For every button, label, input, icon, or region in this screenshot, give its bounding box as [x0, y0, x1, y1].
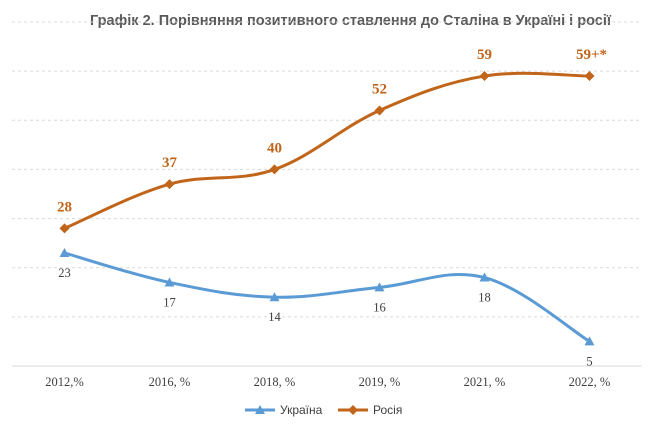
data-label-ukraine: 18 — [478, 291, 491, 305]
x-axis-ticks: 2012,% 2016, % 2018, % 2019, % 2021, % 2022, … — [45, 375, 610, 389]
x-tick-label: 2019, % — [359, 375, 401, 389]
data-label-russia: 59+* — [576, 47, 607, 63]
data-point-ukraine — [164, 277, 175, 287]
legend-label-russia: Росія — [373, 403, 402, 417]
data-point-ukraine — [584, 336, 595, 346]
data-label-russia: 40 — [267, 140, 282, 156]
x-tick-label: 2016, % — [149, 375, 191, 389]
x-tick-label: 2021, % — [464, 375, 506, 389]
x-tick-label: 2012,% — [45, 375, 84, 389]
data-label-ukraine: 16 — [373, 300, 386, 314]
series-line-ukraine — [63, 251, 591, 343]
legend-marker-ukraine — [255, 405, 265, 414]
data-label-russia: 28 — [57, 199, 72, 215]
series-layer — [59, 71, 595, 346]
series-line-russia — [63, 71, 591, 230]
chart-title: Графік 2. Порівняння позитивного ставлен… — [90, 13, 611, 29]
data-point-russia — [269, 164, 280, 175]
data-point-ukraine — [269, 292, 280, 302]
data-label-russia: 37 — [162, 155, 178, 171]
x-tick-label: 2022, % — [569, 375, 611, 389]
data-point-russia — [479, 71, 490, 82]
data-point-ukraine — [374, 282, 385, 292]
data-point-russia — [584, 71, 595, 82]
legend-marker-russia — [348, 405, 358, 415]
data-point-russia — [164, 179, 175, 190]
data-label-ukraine: 14 — [268, 310, 281, 324]
data-label-ukraine: 23 — [58, 266, 71, 280]
data-point-ukraine — [59, 247, 70, 257]
data-label-russia: 52 — [372, 81, 387, 97]
data-point-russia — [59, 223, 70, 234]
data-labels: 23 17 14 16 18 5 28 37 40 52 59 59+* — [57, 47, 607, 368]
x-tick-label: 2018, % — [254, 375, 296, 389]
data-label-ukraine: 5 — [586, 354, 592, 368]
data-label-ukraine: 17 — [163, 295, 176, 309]
legend: Україна Росія — [245, 403, 402, 417]
data-point-ukraine — [479, 272, 490, 282]
legend-label-ukraine: Україна — [280, 403, 323, 417]
gridlines — [12, 21, 642, 367]
data-point-russia — [374, 105, 385, 116]
data-label-russia: 59 — [477, 47, 492, 63]
